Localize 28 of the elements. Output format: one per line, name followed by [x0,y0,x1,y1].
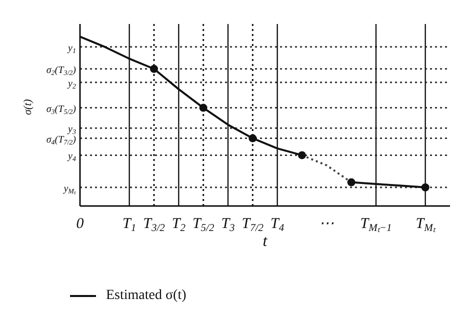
point [150,64,158,73]
point [298,151,306,160]
x-tick-label: 0 [76,216,84,232]
x-tick-label: ⋯ [319,216,334,232]
ref-line-label: σ$_{3}$(T$_{5/2}$) [46,104,77,116]
ref-line-label: y$_{Mₜ}$ [62,183,76,196]
ref-line-label: y$_{1}$ [67,42,76,55]
x-axis-title: t [262,233,268,250]
x-tick-label: T$_{Mₜ}$ [416,216,436,234]
point [199,104,208,112]
point [248,134,257,142]
x-tick-label: T$_{4}$ [270,216,285,234]
x-tick-label: T$_{3}$ [221,216,235,234]
x-tick-label: T$_{1}$ [122,216,136,234]
x-tick-label: T$_{5/2}$ [192,216,215,234]
ref-line-label: y$_{4}$ [67,151,76,164]
x-tick-label: T$_{2}$ [172,216,186,234]
ref-line-label: σ$_{2}$(T$_{3/2}$) [46,64,77,77]
x-tick-label: T$_{3/2}$ [143,216,166,234]
y-axis-title: σ(t) [22,98,34,115]
ref-line-label: y$_{2}$ [67,78,76,91]
point [347,178,356,186]
ref-line-label: σ$_{4}$(T$_{7/2}$) [46,134,77,146]
x-tick-label: T$_{Mₜ−1}$ [360,216,392,234]
x-tick-label: T$_{7/2}$ [242,216,264,234]
point [421,183,430,192]
ref-line-label: y$_{3}$ [67,124,76,136]
legend-label: Estimated σ(t) [106,288,186,304]
